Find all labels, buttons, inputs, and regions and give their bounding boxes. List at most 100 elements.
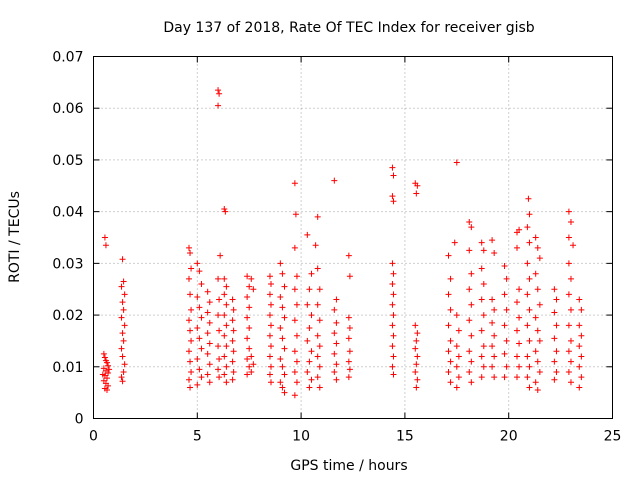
data-point [185,317,192,324]
data-point [526,275,533,282]
data-point [279,270,286,277]
data-point [565,208,572,215]
data-point [534,286,541,293]
data-point [221,291,228,298]
data-point [514,299,521,306]
data-point [453,363,460,370]
data-point [478,296,485,303]
data-point [389,260,396,267]
data-point [103,359,110,366]
data-point [100,350,107,357]
data-point [103,387,110,394]
data-point [277,293,284,300]
data-point [248,368,255,375]
data-point [223,363,230,370]
y-tick-label: 0.03 [52,256,83,272]
data-point [206,299,213,306]
data-point [118,314,125,321]
data-point [503,306,510,313]
data-point [466,368,473,375]
data-point [215,275,222,282]
data-point [526,306,533,313]
data-point [447,306,454,313]
data-point [314,332,321,339]
data-point [526,384,533,391]
data-point [516,340,523,347]
data-point [491,353,498,360]
data-point [532,270,539,277]
data-point [120,306,127,313]
plot-frame [93,56,613,419]
data-point [314,213,321,220]
data-point [501,291,508,298]
data-point [281,283,288,290]
data-point [281,371,288,378]
data-point [536,301,543,308]
data-point [501,262,508,269]
data-point [216,374,223,381]
data-point [333,296,340,303]
data-point [565,368,572,375]
data-point [194,381,201,388]
data-point [389,301,396,308]
data-point [204,371,211,378]
data-point [105,382,112,389]
y-tick-label: 0 [75,412,84,428]
data-point [293,358,300,365]
data-point [308,348,315,355]
data-point [503,337,510,344]
data-point [466,317,473,324]
data-point [223,283,230,290]
data-point [565,260,572,267]
data-point [413,190,420,197]
chart-title: Day 137 of 2018, Rate Of TEC Index for r… [163,20,534,36]
data-point [514,327,521,334]
data-point [215,312,222,319]
data-point [266,332,273,339]
x-tick-label: 20 [500,429,518,445]
data-point [524,260,531,267]
data-point [221,371,228,378]
data-point [314,301,321,308]
data-point [244,335,251,342]
data-point [223,322,230,329]
data-point [389,193,396,200]
data-point [121,322,128,329]
data-point [478,265,485,272]
data-point [414,330,421,337]
data-point [304,337,311,344]
data-point [102,242,109,249]
data-point [206,319,213,326]
data-point [570,242,577,249]
data-point [316,343,323,350]
data-point [194,293,201,300]
data-point [308,376,315,383]
data-point [198,281,205,288]
data-point [194,356,201,363]
data-point [229,317,236,324]
data-point [306,384,313,391]
data-point [333,319,340,326]
data-point [198,345,205,352]
data-point [534,327,541,334]
data-point [536,368,543,375]
data-point [514,353,521,360]
data-point [292,211,299,218]
data-point [281,314,288,321]
data-point [346,348,353,355]
data-point [565,234,572,241]
data-point [185,348,192,355]
data-point [445,368,452,375]
data-point [217,252,224,259]
data-point [567,337,574,344]
data-point [277,356,284,363]
data-point [567,275,574,282]
data-point [413,337,420,344]
data-point [514,244,521,251]
data-point [188,306,195,313]
data-point [567,358,574,365]
data-point [536,337,543,344]
data-point [567,306,574,313]
data-point [480,312,487,319]
data-point [489,363,496,370]
